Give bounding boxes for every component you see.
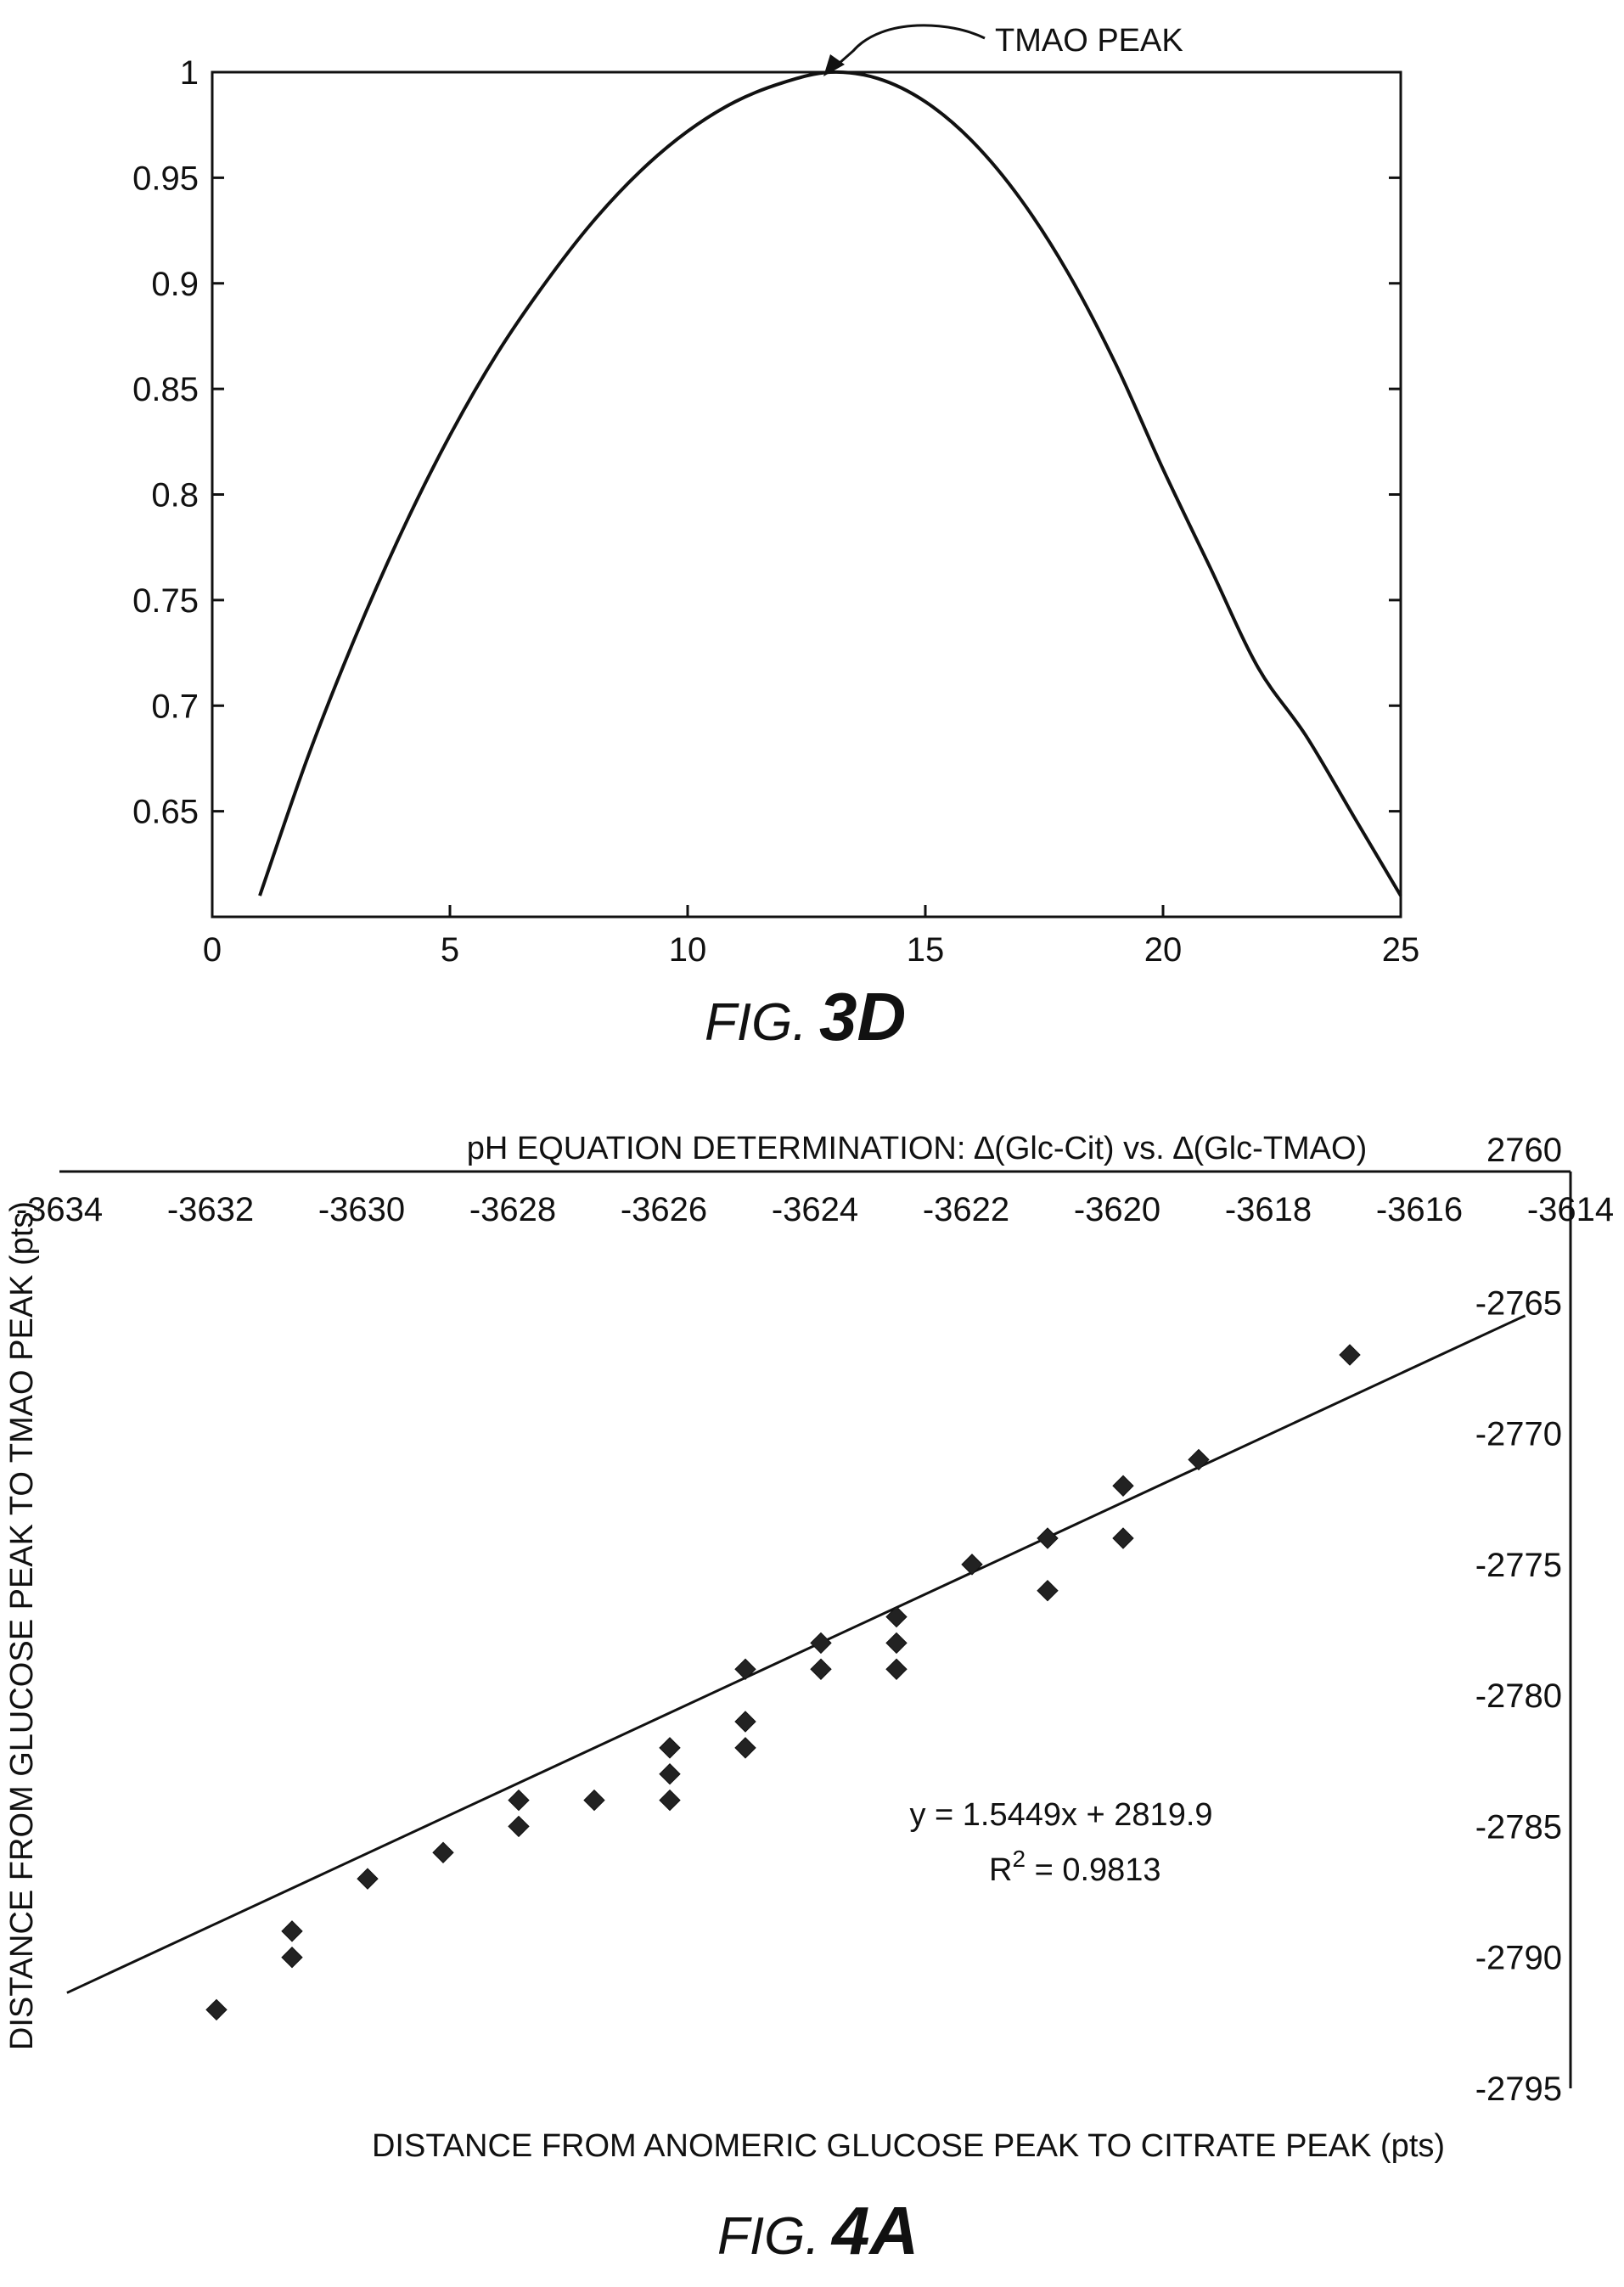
fig4a-x-tick-label: -3614 (1527, 1191, 1614, 1228)
fig4a-x-tick-label: -3616 (1376, 1191, 1463, 1228)
fig4a-trendline (66, 1314, 1526, 1994)
fig3d-series-line (258, 70, 1402, 897)
fig4a-y-tick-label: 2760 (1486, 1132, 1562, 1169)
fig4a-data-point (1112, 1527, 1134, 1549)
fig3d-figure-label: FIG. 3D (705, 979, 906, 1054)
fig4a-data-point (508, 1789, 530, 1812)
fig4a-data-point (734, 1658, 756, 1680)
fig4a-data-point (357, 1868, 379, 1890)
fig3d-x-tick-label: 25 (1382, 931, 1420, 969)
fig4a-x-ticks: -3634 -3632 -3630 -3628 -3626 -3624 -3622 -3620… (16, 1191, 1614, 1228)
fig4a-x-tick-label: -3624 (772, 1191, 858, 1228)
fig3d-x-tick-label: 10 (669, 931, 707, 969)
fig4a-x-tick-label: -3626 (621, 1191, 707, 1228)
fig4a-x-tick-label: -3622 (923, 1191, 1009, 1228)
fig4a-data-point (1037, 1527, 1059, 1549)
fig3d-y-tick-label: 0.9 (151, 266, 199, 303)
fig4a-data-point (205, 1998, 228, 2021)
fig4a-chart: pH EQUATION DETERMINATION: ∆(Glc-Cit) vs… (4, 1131, 1614, 2268)
fig3d-x-tick-label: 20 (1144, 931, 1183, 969)
fig4a-data-point (810, 1632, 832, 1655)
fig3d-annotation-arrow (831, 24, 986, 71)
fig4a-data-points (205, 1344, 1361, 2021)
fig4a-data-point (281, 1947, 303, 1969)
fig3d-y-tick-label: 0.65 (132, 794, 199, 831)
fig4a-y-tick-label: -2795 (1475, 2071, 1562, 2108)
fig4a-y-tick-label: -2780 (1475, 1677, 1562, 1715)
fig4a-data-point (1112, 1475, 1134, 1497)
fig4a-x-tick-label: -3628 (469, 1191, 556, 1228)
fig3d-x-tick-label: 0 (203, 931, 222, 969)
fig4a-x-tick-label: -3620 (1074, 1191, 1160, 1228)
fig4a-x-tick-label: -3618 (1225, 1191, 1312, 1228)
fig4a-data-point (961, 1554, 983, 1576)
fig3d-plot-frame (211, 70, 1402, 919)
fig4a-data-point (659, 1763, 681, 1785)
fig3d-annotation-arrowhead (823, 54, 845, 76)
fig4a-data-point (432, 1841, 454, 1863)
fig4a-data-point (281, 1920, 303, 1942)
fig4a-title: pH EQUATION DETERMINATION: ∆(Glc-Cit) vs… (467, 1131, 1368, 1166)
fig4a-y-tick-label: -2765 (1475, 1284, 1562, 1322)
fig3d-x-ticks: 0 5 10 15 20 25 (203, 905, 1419, 969)
fig4a-y-tick-label: -2785 (1475, 1808, 1562, 1846)
fig3d-chart: 0 5 10 15 20 25 0.65 0.7 0.75 0.8 0.85 0.9 0.95 1 TM… (132, 23, 1419, 1054)
fig4a-x-tick-label: -3630 (318, 1191, 405, 1228)
fig4a-x-tick-label: -3634 (16, 1191, 103, 1228)
fig4a-y-tick-label: -2790 (1475, 1940, 1562, 1977)
fig4a-x-axis-label: DISTANCE FROM ANOMERIC GLUCOSE PEAK TO C… (372, 2128, 1445, 2164)
fig4a-x-tick-label: -3632 (167, 1191, 254, 1228)
fig4a-y-tick-label: -2775 (1475, 1547, 1562, 1584)
fig4a-data-point (885, 1658, 908, 1680)
fig4a-data-point (508, 1815, 530, 1838)
fig4a-data-point (734, 1711, 756, 1733)
fig3d-y-tick-label: 0.7 (151, 688, 199, 725)
fig4a-r-squared: R2 = 0.9813 (989, 1846, 1161, 1888)
fig3d-y-tick-label: 0.85 (132, 371, 199, 408)
fig3d-y-ticks: 0.65 0.7 0.75 0.8 0.85 0.9 0.95 1 (132, 54, 1401, 831)
fig4a-data-point (1188, 1448, 1210, 1471)
fig4a-data-point (885, 1605, 908, 1628)
fig3d-x-tick-label: 5 (441, 931, 459, 969)
fig3d-annotation-label: TMAO PEAK (995, 23, 1183, 59)
fig4a-y-tick-label: -2770 (1475, 1416, 1562, 1453)
fig3d-y-tick-label: 0.75 (132, 582, 199, 620)
fig4a-data-point (734, 1737, 756, 1759)
fig4a-data-point (885, 1632, 908, 1655)
fig3d-y-tick-label: 1 (180, 54, 199, 92)
fig4a-data-point (659, 1789, 681, 1812)
fig4a-data-point (659, 1737, 681, 1759)
fig3d-x-tick-label: 15 (907, 931, 945, 969)
fig3d-y-tick-label: 0.8 (151, 477, 199, 514)
fig3d-y-tick-label: 0.95 (132, 160, 199, 197)
fig4a-data-point (1037, 1580, 1059, 1602)
fig4a-data-point (810, 1658, 832, 1680)
fig4a-y-axis-label: DISTANCE FROM GLUCOSE PEAK TO TMAO PEAK … (4, 1201, 40, 2050)
fig4a-data-point (583, 1789, 605, 1812)
fig4a-equation: y = 1.5449x + 2819.9 (909, 1797, 1212, 1833)
fig4a-y-ticks: 2760 -2765 -2770 -2775 -2780 -2785 -2790 -2795 (1475, 1132, 1562, 2108)
fig4a-figure-label: FIG. 4A (717, 2193, 919, 2268)
fig4a-data-point (1339, 1344, 1361, 1366)
